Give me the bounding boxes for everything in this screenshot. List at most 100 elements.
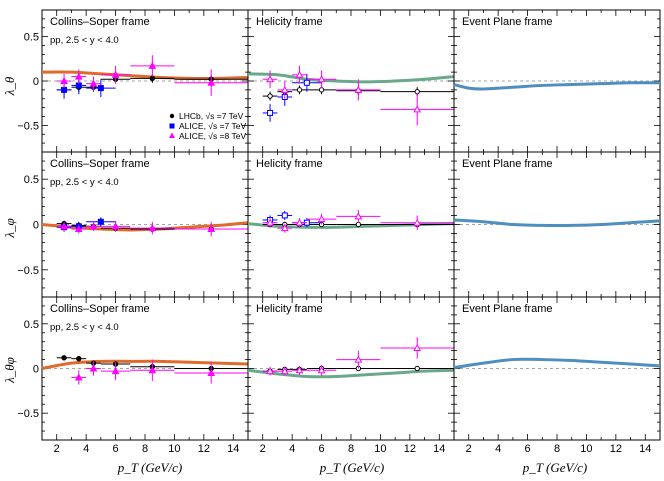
- data-point-alice8: [74, 373, 83, 381]
- data-point-alice8: [74, 224, 83, 233]
- panel-title: Collins–Soper frame: [50, 158, 150, 170]
- data-point-alice8: [266, 218, 274, 226]
- y-tick-label: 0.5: [24, 319, 39, 331]
- panel-lambda_thetaphi_CS: 2 4 6 8 10 12 14 −0.5 0 0.5 Collins–Soper frame pp,…: [17, 296, 249, 455]
- x-tick-label: 8: [554, 443, 560, 455]
- data-point-lhcb: [61, 355, 67, 361]
- model-curve-hx: [247, 368, 455, 379]
- data-point-alice8: [89, 79, 98, 87]
- data-point-alice8: [317, 215, 326, 223]
- x-tick-label: 2: [466, 443, 472, 455]
- panel-title: Event Plane frame: [462, 158, 553, 170]
- panel-lambda_thetaphi_EP: 2 4 6 8 10 12 14 Event Plane frame: [453, 296, 661, 455]
- x-tick-label: 8: [142, 443, 148, 455]
- data-point-alice8: [295, 218, 304, 226]
- data-point-lhcb: [414, 365, 420, 372]
- panel-title: Event Plane frame: [462, 16, 553, 28]
- data-point-alice8: [413, 218, 422, 226]
- panel-title: Event Plane frame: [462, 303, 553, 315]
- data-point-alice8: [89, 364, 98, 372]
- data-point-alice7: [75, 82, 82, 89]
- data-point-alice8: [266, 367, 274, 375]
- data-point-alice7: [97, 85, 104, 92]
- legend-label: LHCb, √s =7 TeV: [179, 111, 244, 121]
- data-point-lhcb: [355, 221, 362, 228]
- panel-title: Helicity frame: [256, 303, 323, 315]
- data-point-alice8: [280, 85, 289, 93]
- data-point-alice8: [148, 366, 157, 374]
- x-tick-label: 4: [495, 443, 501, 455]
- model-curve-cs: [41, 221, 249, 232]
- data-point-alice8: [60, 76, 68, 84]
- data-point-alice8: [317, 366, 326, 374]
- data-point-alice8: [111, 367, 120, 375]
- legend-label: ALICE, √s =8 TeV: [179, 131, 246, 141]
- data-point-alice8: [354, 212, 363, 220]
- model-curve-cs: [41, 359, 249, 370]
- data-point-alice7: [281, 212, 288, 219]
- x-tick-label: 14: [433, 443, 445, 455]
- panel-subtitle: pp, 2.5 < y < 4.0: [50, 35, 119, 46]
- x-tick-label: 10: [374, 443, 386, 455]
- x-tick-label: 14: [639, 443, 651, 455]
- model-curve-hx: [247, 72, 455, 84]
- panel-lambda_phi_CS: −0.5 0 0.5 Collins–Soper frame pp, 2.5 < y <…: [17, 151, 249, 298]
- data-point-alice8: [280, 224, 289, 232]
- data-point-alice7: [267, 109, 274, 116]
- data-point-alice8: [317, 75, 326, 83]
- y-tick-label: −0.5: [17, 120, 39, 132]
- y-tick-label: 0: [33, 76, 39, 88]
- x-axis-label-col2: p_T (GeV/c): [319, 460, 384, 475]
- data-point-lhcb: [267, 93, 273, 99]
- panel-title: Collins–Soper frame: [50, 303, 150, 315]
- x-tick-label: 2: [260, 443, 266, 455]
- panel-lambda_phi_HX: Helicity frame: [247, 151, 455, 298]
- legend-marker-alice8: [169, 132, 175, 138]
- panel-lambda_phi_EP: Event Plane frame: [453, 151, 661, 298]
- x-tick-label: 8: [348, 443, 354, 455]
- y-tick-label: 0.5: [24, 32, 39, 44]
- legend-label: ALICE, √s =7 TeV: [179, 121, 246, 131]
- x-tick-label: 14: [227, 443, 239, 455]
- legend-marker-alice7: [169, 123, 175, 129]
- x-tick-label: 12: [198, 443, 210, 455]
- data-point-alice7: [97, 218, 104, 225]
- y-tick-label: −0.5: [17, 408, 39, 420]
- data-point-alice7: [303, 79, 310, 86]
- y-axis-label-lambda-thetaphi: λ_θφ: [2, 357, 17, 384]
- data-point-alice8: [148, 61, 157, 69]
- data-point-alice8: [74, 72, 83, 80]
- x-tick-label: 6: [113, 443, 119, 455]
- data-point-alice8: [266, 75, 274, 83]
- panel-lambda_theta_EP: Event Plane frame: [453, 9, 661, 153]
- data-point-alice8: [89, 222, 98, 230]
- data-point-alice8: [111, 222, 120, 230]
- data-point-alice8: [207, 78, 216, 86]
- data-point-alice8: [295, 366, 304, 374]
- x-tick-label: 6: [525, 443, 531, 455]
- data-point-alice7: [61, 86, 68, 93]
- panel-lambda_theta_CS: −0.5 0 0.5 Collins–Soper frame pp, 2.5 < y <…: [17, 9, 249, 153]
- y-tick-label: 0: [33, 364, 39, 376]
- model-curve-cs: [41, 70, 249, 80]
- x-axis-label-col1: p_T (GeV/c): [117, 460, 182, 475]
- x-tick-label: 4: [83, 443, 89, 455]
- panel-title: Helicity frame: [256, 16, 323, 28]
- y-tick-label: 0.5: [24, 174, 39, 186]
- y-tick-label: −0.5: [17, 265, 39, 277]
- data-point-lhcb: [76, 355, 82, 362]
- model-curve-ep: [453, 357, 661, 370]
- data-point-lhcb: [296, 87, 303, 93]
- data-point-alice8: [60, 222, 68, 230]
- data-point-alice8: [280, 367, 289, 375]
- x-tick-label: 12: [610, 443, 622, 455]
- panel-title: Helicity frame: [256, 158, 323, 170]
- model-curve-ep: [453, 218, 661, 228]
- data-point-alice8: [354, 355, 363, 363]
- panel-subtitle: pp, 2.5 < y < 4.0: [50, 177, 119, 188]
- x-axis-label-col3: p_T (GeV/c): [522, 460, 587, 475]
- panel-lambda_theta_HX: Helicity frame: [247, 9, 455, 153]
- data-point-lhcb: [414, 88, 420, 95]
- x-tick-label: 10: [168, 443, 180, 455]
